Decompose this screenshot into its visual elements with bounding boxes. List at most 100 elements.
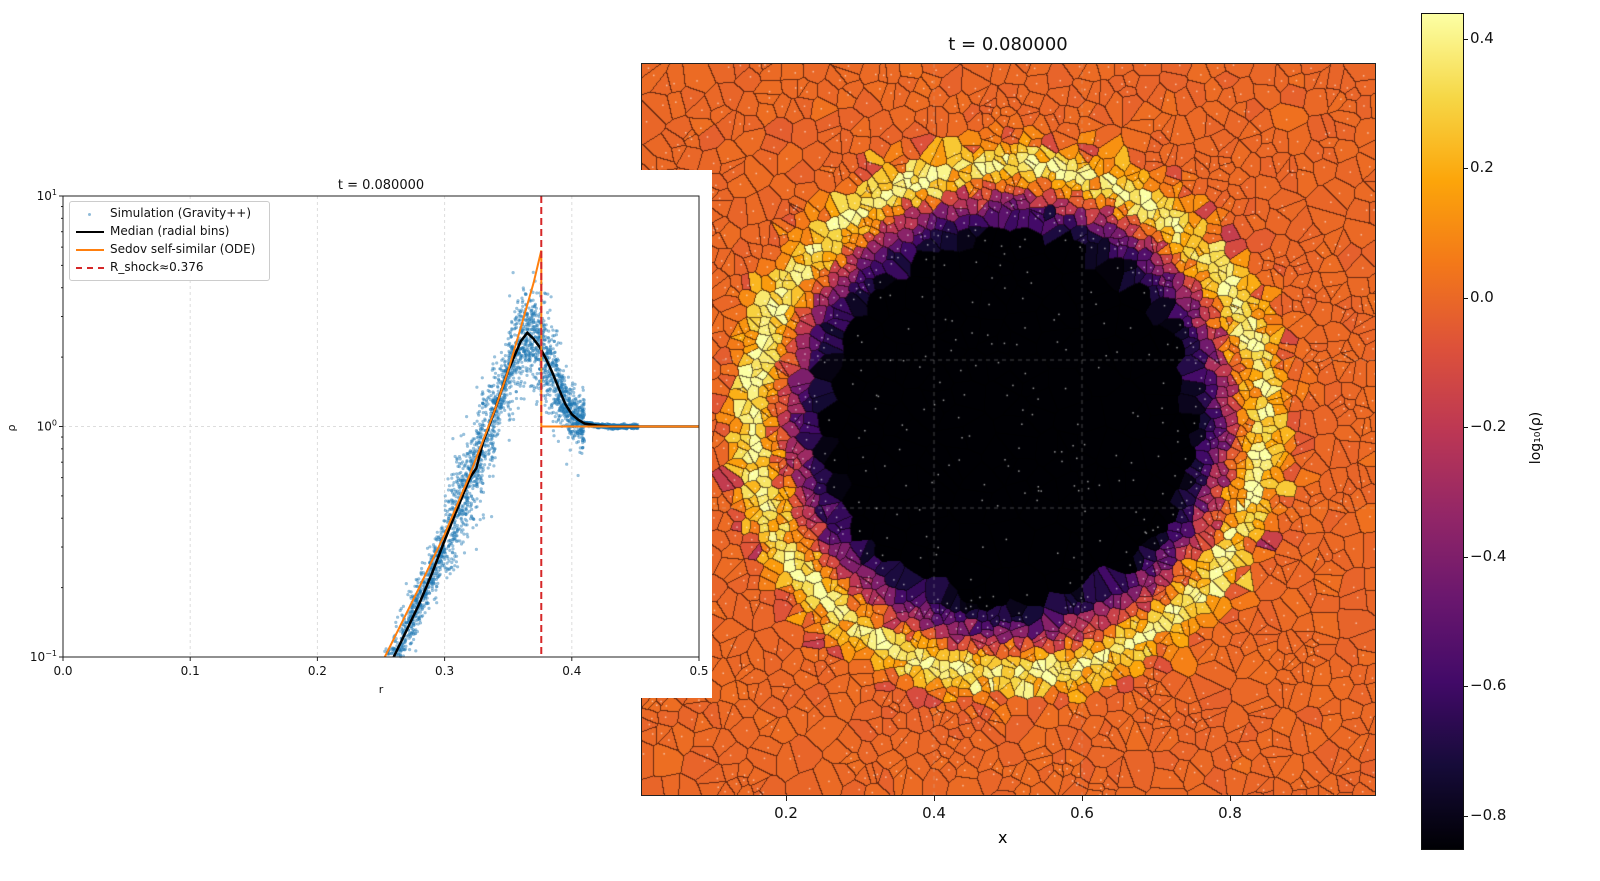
scatter-point — [527, 318, 531, 322]
scatter-point — [541, 371, 545, 375]
scatter-point — [537, 315, 541, 319]
scatter-point — [469, 457, 473, 461]
scatter-point — [447, 484, 451, 488]
scatter-point — [488, 474, 492, 478]
scatter-point — [464, 495, 468, 499]
scatter-point — [436, 569, 440, 573]
scatter-point — [458, 484, 462, 488]
scatter-point — [463, 517, 467, 521]
scatter-point — [579, 416, 584, 420]
scatter-point — [523, 348, 527, 352]
scatter-point — [433, 573, 437, 578]
scatter-point — [462, 551, 467, 555]
scatter-point — [555, 329, 559, 333]
scatter-point — [398, 652, 402, 657]
scatter-point — [404, 644, 408, 648]
scatter-point — [504, 369, 508, 373]
scatter-point — [501, 369, 505, 373]
scatter-point — [576, 473, 580, 478]
scatter-point — [571, 437, 575, 441]
scatter-point — [435, 565, 439, 569]
scatter-point — [470, 449, 474, 453]
scatter-point — [458, 457, 462, 461]
scatter-point — [558, 401, 562, 405]
scatter-point — [509, 330, 513, 334]
scatter-point — [459, 462, 463, 466]
scatter-point — [455, 515, 459, 520]
scatter-point — [527, 355, 531, 359]
scatter-point — [510, 334, 514, 339]
scatter-point — [575, 431, 580, 435]
scatter-point — [543, 291, 547, 295]
scatter-point — [546, 292, 550, 296]
scatter-point — [579, 413, 583, 417]
scatter-point — [548, 393, 552, 397]
scatter-point — [578, 450, 582, 454]
scatter-point — [530, 313, 534, 317]
scatter-point — [480, 426, 484, 431]
scatter-point — [473, 484, 477, 488]
scatter-point — [542, 383, 546, 387]
scatter-point — [465, 444, 470, 448]
scatter-point — [468, 455, 472, 459]
scatter-point — [528, 359, 532, 363]
scatter-point — [425, 592, 429, 596]
scatter-point — [414, 631, 418, 636]
scatter-point — [432, 577, 436, 581]
scatter-point — [434, 588, 438, 592]
scatter-point — [549, 383, 554, 387]
scatter-point — [568, 387, 572, 391]
scatter-point — [417, 590, 421, 594]
scatter-point — [461, 521, 465, 525]
scatter-point — [450, 507, 454, 511]
scatter-point — [391, 647, 395, 651]
scatter-point — [524, 355, 528, 359]
scatter-point — [466, 466, 470, 470]
legend-swatch-sedov — [76, 249, 104, 251]
scatter-point — [511, 271, 515, 275]
scatter-point — [459, 434, 463, 438]
scatter-point — [530, 384, 534, 388]
scatter-point — [525, 339, 529, 343]
x-tick-label: 0.5 — [689, 664, 708, 678]
scatter-point — [578, 429, 582, 433]
scatter-point — [508, 356, 512, 360]
scatter-point — [418, 592, 422, 596]
scatter-point — [530, 347, 534, 351]
scatter-point — [480, 406, 484, 410]
scatter-point — [442, 547, 446, 552]
scatter-point — [518, 310, 522, 314]
scatter-point — [548, 345, 552, 350]
scatter-point — [569, 432, 573, 436]
scatter-point — [457, 513, 461, 517]
scatter-point — [427, 589, 431, 593]
scatter-point — [549, 351, 553, 355]
scatter-point — [514, 390, 518, 394]
scatter-point — [564, 389, 568, 393]
scatter-point — [465, 473, 469, 477]
scatter-point — [534, 355, 538, 360]
scatter-point — [455, 472, 459, 476]
scatter-point — [472, 474, 476, 478]
scatter-point — [581, 414, 585, 418]
scatter-point — [543, 370, 547, 374]
legend-item-sedov: Sedov self-similar (ODE) — [110, 242, 256, 256]
scatter-point — [400, 646, 404, 650]
scatter-point — [554, 389, 558, 393]
scatter-point — [448, 499, 452, 503]
scatter-point — [529, 299, 533, 303]
scatter-point — [503, 393, 507, 397]
scatter-point — [419, 589, 423, 593]
scatter-point — [542, 379, 546, 384]
scatter-point — [534, 375, 538, 379]
scatter-point — [397, 652, 401, 656]
scatter-point — [460, 479, 464, 483]
colorbar-tick-mark — [1463, 815, 1468, 817]
scatter-point — [461, 540, 465, 544]
scatter-point — [547, 316, 551, 320]
scatter-point — [500, 405, 504, 409]
scatter-point — [514, 390, 519, 394]
scatter-point — [468, 449, 472, 453]
scatter-point — [513, 326, 517, 330]
scatter-point — [578, 414, 583, 418]
